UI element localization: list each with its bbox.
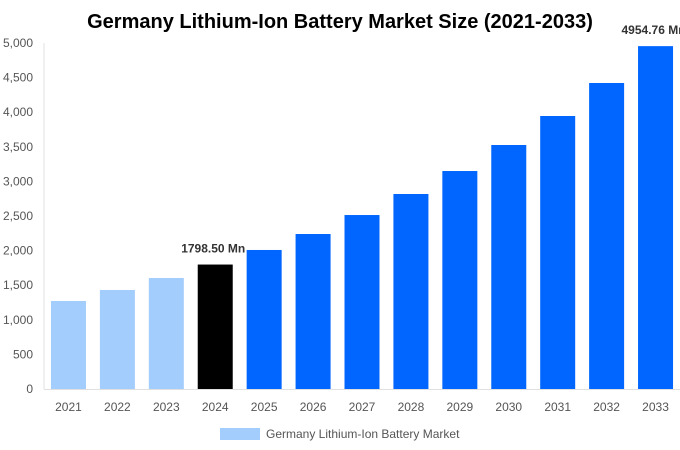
x-tick-label: 2030 (495, 400, 522, 414)
x-axis: 2021 2022 2023 2024 2025 2026 2027 2028 2029 2030… (44, 389, 680, 414)
bar-2031[interactable] (540, 116, 576, 390)
legend-label: Germany Lithium-Ion Battery Market (266, 427, 460, 441)
x-tick-label: 2024 (202, 400, 229, 414)
y-tick-label: 5,000 (3, 36, 33, 50)
x-tick-label: 2025 (251, 400, 278, 414)
bar-2030[interactable] (491, 145, 527, 389)
y-axis: 0 500 1,000 1,500 2,000 2,500 3,000 3,500 4,000 4… (3, 36, 45, 396)
bar-2023[interactable] (148, 278, 184, 389)
chart-title: Germany Lithium-Ion Battery Market Size … (87, 11, 593, 33)
data-label: 1798.50 Mn (181, 242, 245, 256)
bar-2025[interactable] (246, 249, 282, 389)
data-labels: 1798.50 Mn 4954.76 Mn (181, 23, 680, 255)
y-tick-label: 2,000 (3, 244, 33, 258)
y-tick-label: 500 (13, 347, 33, 361)
y-tick-label: 1,500 (3, 278, 33, 292)
x-tick-label: 2023 (153, 400, 180, 414)
x-tick-label: 2031 (544, 400, 571, 414)
legend[interactable]: Germany Lithium-Ion Battery Market (220, 427, 460, 441)
bar-2032[interactable] (589, 82, 625, 390)
bar-2021[interactable] (50, 300, 86, 389)
x-tick-label: 2033 (642, 400, 669, 414)
x-tick-label: 2028 (398, 400, 425, 414)
bar-2028[interactable] (393, 193, 429, 389)
bars (50, 46, 674, 390)
y-tick-label: 4,500 (3, 71, 33, 85)
x-tick-label: 2029 (446, 400, 473, 414)
bar-2033[interactable] (638, 46, 674, 389)
y-tick-label: 2,500 (3, 209, 33, 223)
bar-2026[interactable] (295, 233, 331, 389)
y-tick-label: 1,000 (3, 313, 33, 327)
data-label: 4954.76 Mn (622, 23, 680, 37)
y-tick-label: 4,000 (3, 105, 33, 119)
x-tick-label: 2026 (300, 400, 327, 414)
x-tick-label: 2032 (593, 400, 620, 414)
x-tick-label: 2027 (349, 400, 376, 414)
bar-2027[interactable] (344, 215, 380, 389)
x-tick-label: 2021 (55, 400, 82, 414)
bar-2022[interactable] (99, 289, 135, 389)
bar-2024[interactable] (197, 264, 233, 389)
legend-swatch (220, 428, 260, 440)
y-tick-label: 3,500 (3, 140, 33, 154)
y-tick-label: 0 (26, 382, 33, 396)
bar-2029[interactable] (442, 171, 478, 389)
x-tick-label: 2022 (104, 400, 131, 414)
y-tick-label: 3,000 (3, 174, 33, 188)
